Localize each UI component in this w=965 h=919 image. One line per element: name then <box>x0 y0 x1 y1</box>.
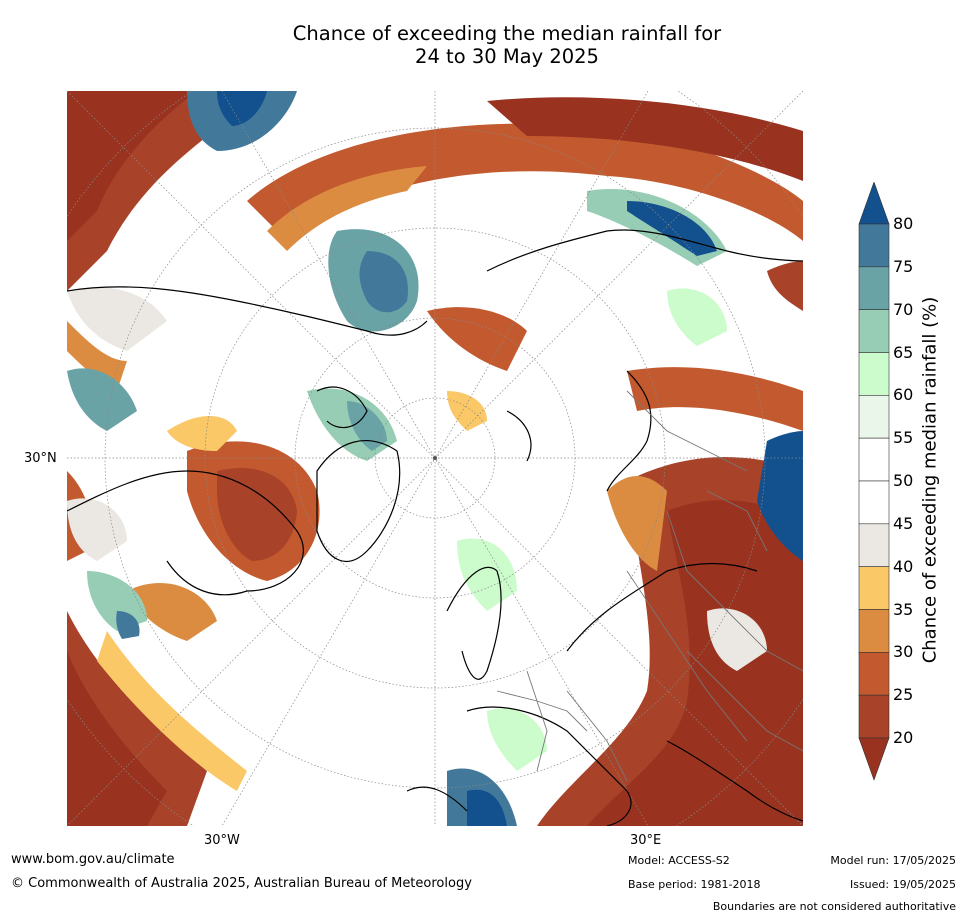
colorbar-bin <box>858 694 890 739</box>
dry-north-america <box>127 416 320 641</box>
near-normal-zones <box>67 287 767 671</box>
longitude-label-30e: 30°E <box>630 833 662 848</box>
title-line-1: Chance of exceeding the median rainfall … <box>292 22 722 45</box>
boundaries-disclaimer: Boundaries are not considered authoritat… <box>712 900 956 913</box>
colorbar-tick-label: 40 <box>893 556 914 576</box>
issued-date: Issued: 19/05/2025 <box>849 878 956 891</box>
colorbar-tick-label: 60 <box>893 385 914 405</box>
colorbar-bin <box>858 223 890 268</box>
colorbar-bin <box>858 523 890 567</box>
country-borders <box>496 390 803 782</box>
rainfall-probability-map <box>67 91 803 826</box>
latitude-label-30n: 30°N <box>24 451 57 466</box>
colorbar-tick-label: 20 <box>893 728 914 747</box>
map-canvas <box>67 91 803 826</box>
longitude-label-30w: 30°W <box>204 833 240 848</box>
colorbar-bin <box>858 437 890 482</box>
colorbar-tick-label: 75 <box>893 256 914 276</box>
copyright-notice: © Commonwealth of Australia 2025, Austra… <box>11 876 472 891</box>
colorbar-tick-label: 65 <box>893 342 914 362</box>
colorbar-bin <box>858 352 890 396</box>
colorbar-bin <box>858 395 890 439</box>
colorbar-tick-label: 45 <box>893 513 914 533</box>
colorbar-tick-label: 25 <box>893 685 914 705</box>
colorbar-bin <box>858 266 890 310</box>
colorbar-tick-label: 70 <box>893 299 914 319</box>
colorbar <box>858 182 890 781</box>
colorbar-tick-label: 30 <box>893 642 914 662</box>
colorbar-bin <box>858 566 890 610</box>
colorbar-tick-label: 55 <box>893 428 914 448</box>
model-name: Model: ACCESS-S2 <box>628 854 730 867</box>
website-url: www.bom.gov.au/climate <box>11 852 175 867</box>
coastlines <box>67 229 803 826</box>
colorbar-bin <box>858 480 890 525</box>
north-pole-marker <box>433 456 437 460</box>
base-period: Base period: 1981-2018 <box>628 878 761 891</box>
colorbar-tick-label: 35 <box>893 599 914 619</box>
dry-asia <box>427 261 803 826</box>
colorbar-label: Chance of exceeding median rainfall (%) <box>919 296 941 664</box>
colorbar-bin <box>858 609 890 653</box>
colorbar-tick-label: 50 <box>893 471 914 490</box>
colorbar-tick-label: 80 <box>893 214 914 233</box>
colorbar-extend-high <box>858 182 890 225</box>
title-line-2: 24 to 30 May 2025 <box>415 45 599 68</box>
colorbar-bin <box>858 309 890 353</box>
map-title: Chance of exceeding the median rainfall … <box>67 22 947 68</box>
model-run-date: Model run: 17/05/2025 <box>830 854 956 867</box>
colorbar-bin <box>858 652 890 696</box>
colorbar-extend-low <box>858 737 890 781</box>
